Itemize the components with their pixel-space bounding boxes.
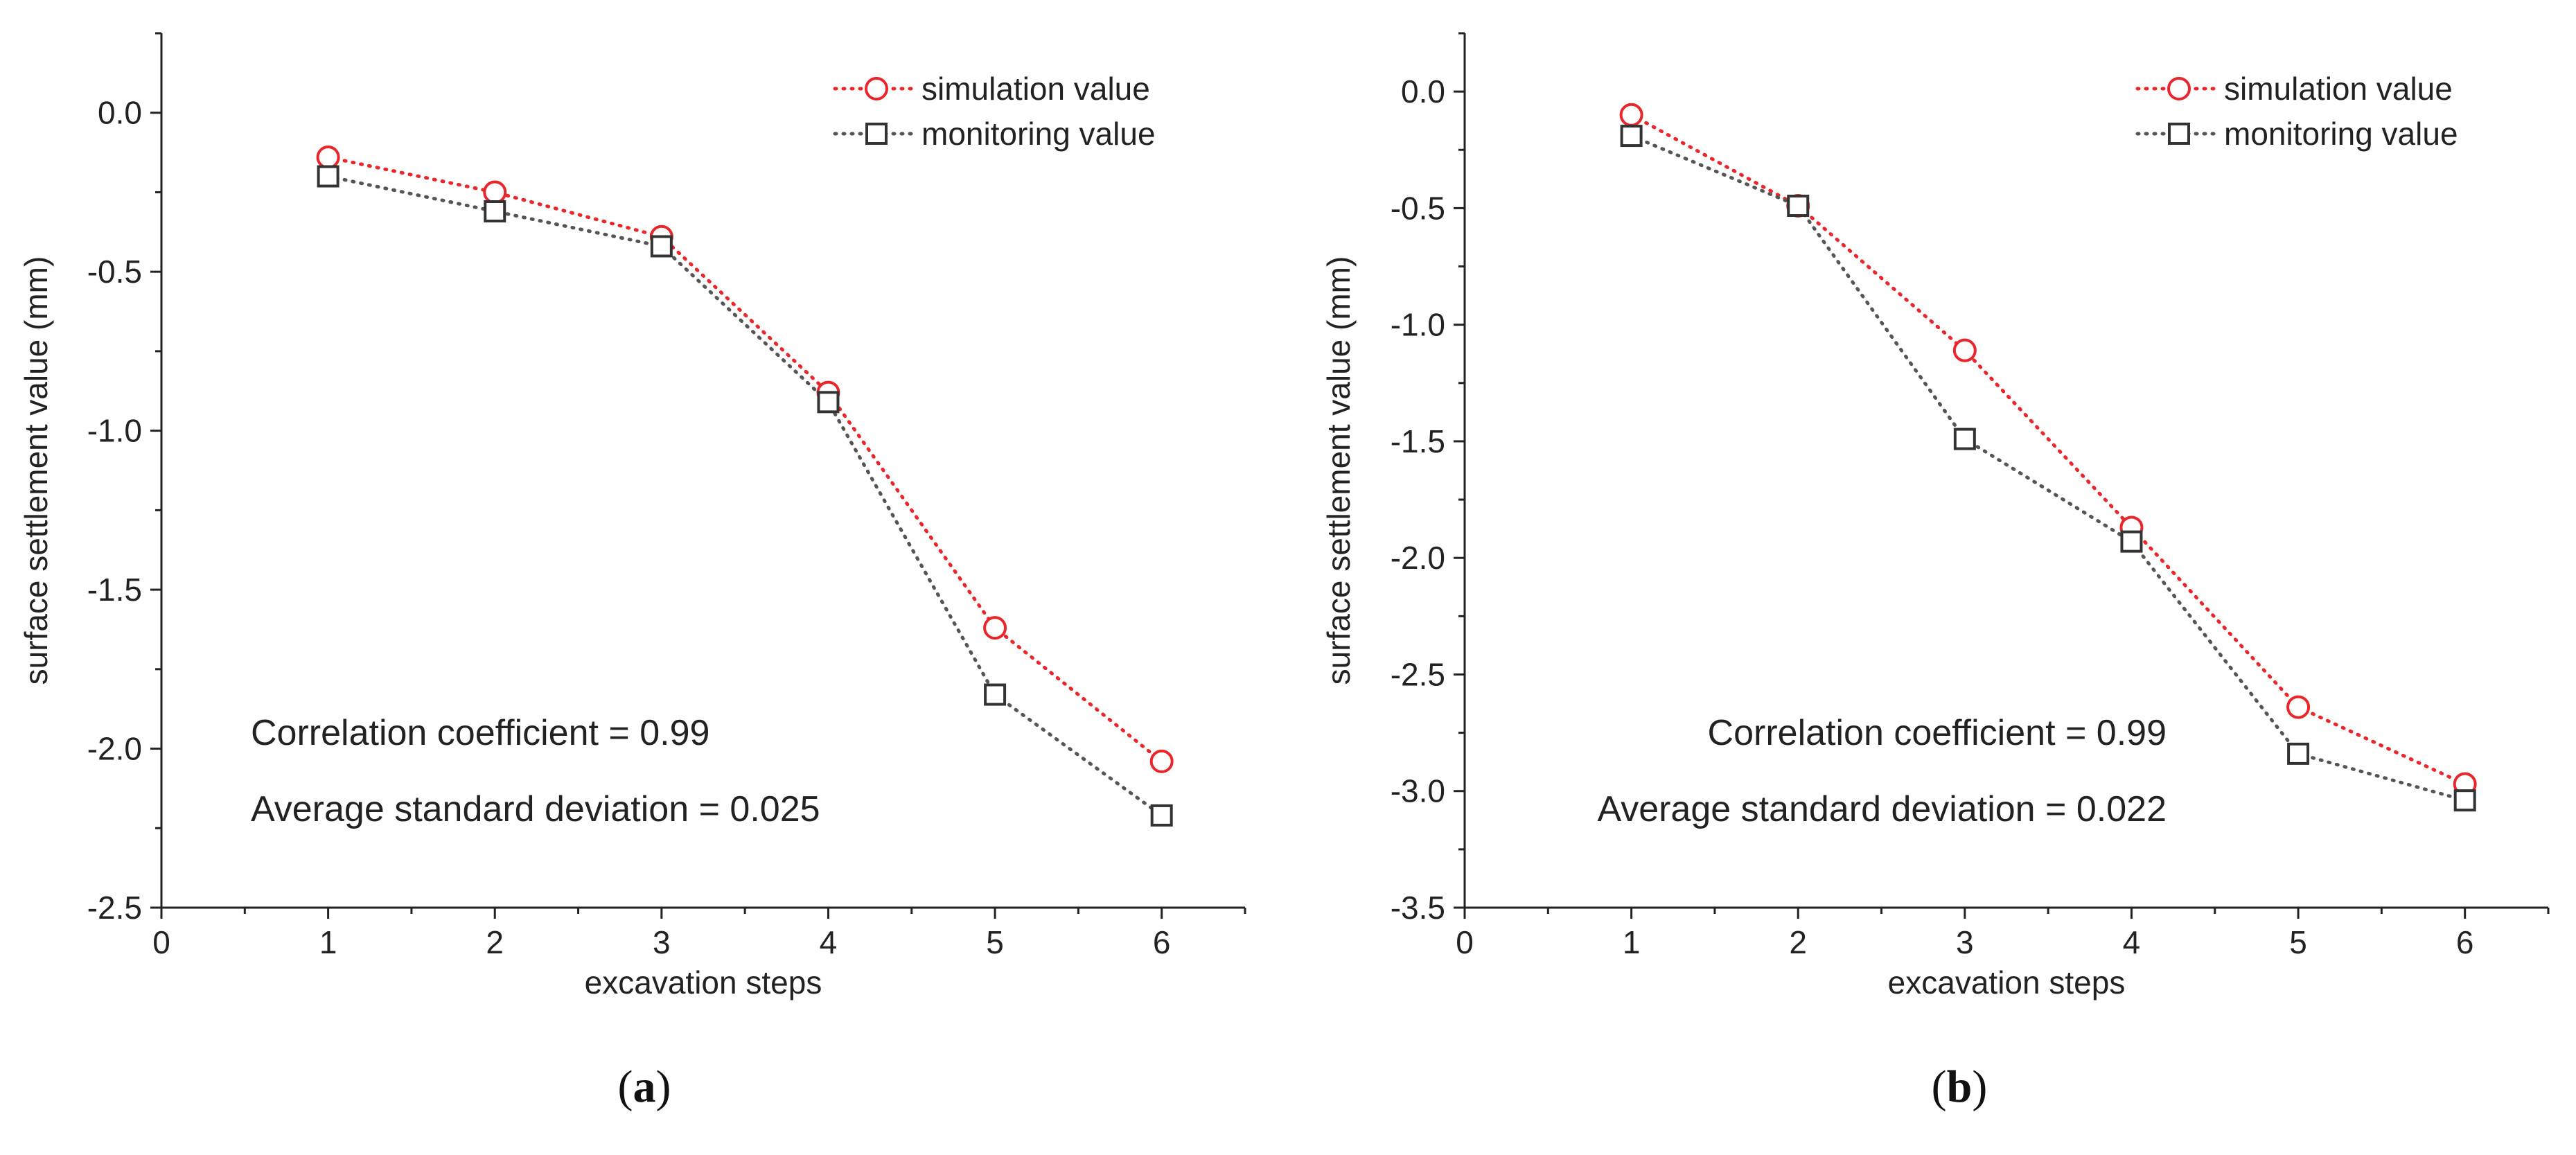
legend-marker-square bbox=[865, 123, 888, 145]
monitoring-point bbox=[2287, 742, 2310, 765]
y-tick-label: -0.5 bbox=[1391, 190, 1445, 226]
legend-label: monitoring value bbox=[2224, 116, 2458, 152]
y-tick-label: -0.5 bbox=[87, 254, 142, 290]
x-tick-label: 0 bbox=[1456, 924, 1474, 960]
x-tick-label: 2 bbox=[1789, 924, 1807, 960]
monitoring-point bbox=[484, 200, 506, 222]
monitoring-point bbox=[984, 683, 1007, 706]
legend-label: monitoring value bbox=[921, 116, 1156, 152]
x-tick-label: 3 bbox=[653, 924, 671, 960]
monitoring-point bbox=[317, 165, 339, 188]
y-tick-label: -3.0 bbox=[1391, 773, 1445, 809]
y-tick-label: 0.0 bbox=[1401, 73, 1445, 109]
legend-marker-circle bbox=[2167, 77, 2191, 100]
correlation-annotation: Correlation coefficient = 0.99 bbox=[1708, 713, 2167, 753]
simulation-point bbox=[1149, 749, 1174, 773]
std-deviation-annotation: Average standard deviation = 0.025 bbox=[251, 789, 820, 829]
y-axis-title: surface settlement value (mm) bbox=[1321, 256, 1357, 685]
series-line-monitoring bbox=[1630, 134, 2467, 802]
std-deviation-annotation: Average standard deviation = 0.022 bbox=[1597, 789, 2167, 829]
x-tick-label: 2 bbox=[486, 924, 504, 960]
y-tick-label: -2.0 bbox=[87, 731, 142, 767]
y-tick-label: 0.0 bbox=[98, 95, 142, 131]
x-tick-label: 0 bbox=[152, 924, 170, 960]
x-tick-label: 5 bbox=[2289, 924, 2307, 960]
y-tick-label: -1.0 bbox=[1391, 307, 1445, 343]
x-tick-label: 6 bbox=[1153, 924, 1171, 960]
x-tick-label: 1 bbox=[1623, 924, 1641, 960]
x-tick-label: 3 bbox=[1956, 924, 1974, 960]
y-tick-label: -1.0 bbox=[87, 413, 142, 449]
x-tick-label: 1 bbox=[319, 924, 337, 960]
x-tick-label: 6 bbox=[2456, 924, 2474, 960]
simulation-point bbox=[983, 616, 1007, 640]
y-tick-label: -1.5 bbox=[87, 572, 142, 608]
y-tick-label: -2.0 bbox=[1391, 540, 1445, 576]
x-tick-label: 4 bbox=[820, 924, 838, 960]
simulation-point bbox=[483, 180, 507, 204]
monitoring-point bbox=[817, 391, 840, 414]
y-tick-label: -2.5 bbox=[87, 890, 142, 926]
y-axis-title: surface settlement value (mm) bbox=[18, 256, 54, 685]
correlation-annotation: Correlation coefficient = 0.99 bbox=[251, 713, 709, 753]
monitoring-point bbox=[2453, 789, 2476, 812]
panel-label: (b) bbox=[1932, 1061, 1988, 1112]
chart-panel-a: 0.0 -0.5 -1.0 -1.5 -2.0 -2.5 0 1 2 3 4 5 6 excavation… bbox=[18, 32, 1246, 1112]
series-line-simulation bbox=[326, 155, 1164, 764]
monitoring-point bbox=[650, 235, 673, 258]
y-tick-label: -2.5 bbox=[1391, 656, 1445, 692]
simulation-point bbox=[1952, 338, 1977, 362]
x-tick-label: 4 bbox=[2123, 924, 2141, 960]
y-tick-label: -1.5 bbox=[1391, 423, 1445, 459]
x-axis-title: excavation steps bbox=[1888, 964, 2126, 1000]
x-axis-title: excavation steps bbox=[585, 964, 822, 1000]
monitoring-point bbox=[1953, 427, 1976, 450]
simulation-point bbox=[1619, 103, 1643, 127]
x-tick-label: 5 bbox=[986, 924, 1004, 960]
series-line-monitoring bbox=[326, 175, 1164, 818]
panel-label: (a) bbox=[618, 1061, 671, 1112]
monitoring-point bbox=[1620, 125, 1643, 148]
series-line-simulation bbox=[1630, 113, 2467, 786]
monitoring-point bbox=[1787, 195, 1810, 218]
legend-marker-circle bbox=[865, 77, 888, 100]
legend-marker-square bbox=[2168, 123, 2190, 145]
legend-label: simulation value bbox=[2224, 71, 2453, 107]
simulation-point bbox=[316, 145, 340, 169]
simulation-point bbox=[2286, 695, 2311, 719]
y-tick-label: -3.5 bbox=[1391, 890, 1445, 926]
legend-label: simulation value bbox=[921, 71, 1150, 107]
chart-panel-b: 0.0 -0.5 -1.0 -1.5 -2.0 -2.5 -3.0 -3.5 0 1 2 3 4 5 6 ex… bbox=[1321, 32, 2550, 1112]
monitoring-point bbox=[2120, 530, 2143, 553]
monitoring-point bbox=[1150, 804, 1173, 827]
